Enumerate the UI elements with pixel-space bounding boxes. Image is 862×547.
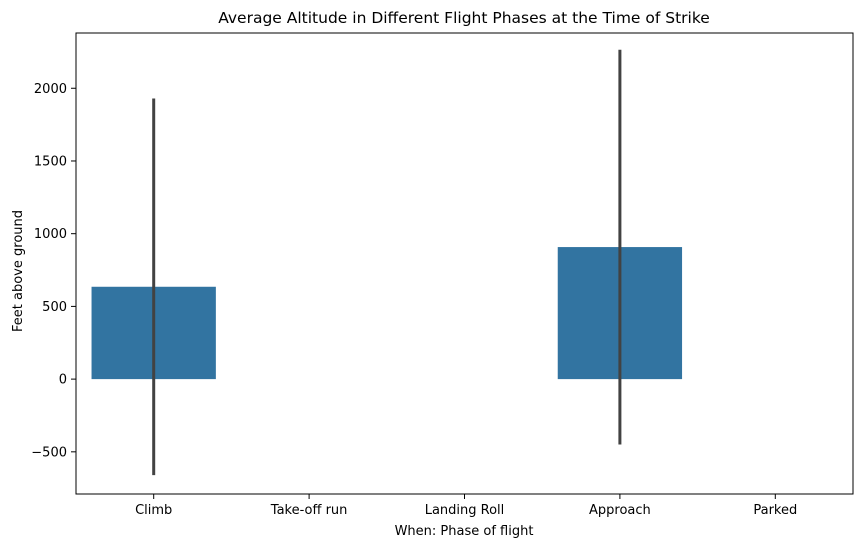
bars-layer — [91, 247, 683, 380]
y-tick-label-3: 1000 — [34, 227, 67, 242]
y-tick-label-4: 1500 — [34, 154, 67, 169]
y-tick-label-2: 500 — [42, 300, 67, 315]
x-axis-label: When: Phase of flight — [395, 524, 534, 539]
x-tick-label-4: Parked — [753, 503, 797, 518]
plot-frame — [75, 32, 854, 495]
chart-title: Average Altitude in Different Flight Pha… — [218, 9, 710, 27]
x-tick-label-0: Climb — [135, 503, 172, 518]
axes-layer: −500 0 500 1000 1500 2000 Climb Take-off run Lan… — [31, 32, 854, 518]
error-bars-layer — [152, 49, 622, 476]
y-tick-label-5: 2000 — [34, 82, 67, 97]
x-tick-label-3: Approach — [589, 503, 651, 518]
x-tick-label-1: Take-off run — [270, 503, 348, 518]
x-tick-label-2: Landing Roll — [425, 503, 505, 518]
y-axis-label: Feet above ground — [11, 210, 26, 332]
y-tick-label-1: 0 — [59, 373, 67, 388]
y-tick-label-0: −500 — [31, 445, 67, 460]
